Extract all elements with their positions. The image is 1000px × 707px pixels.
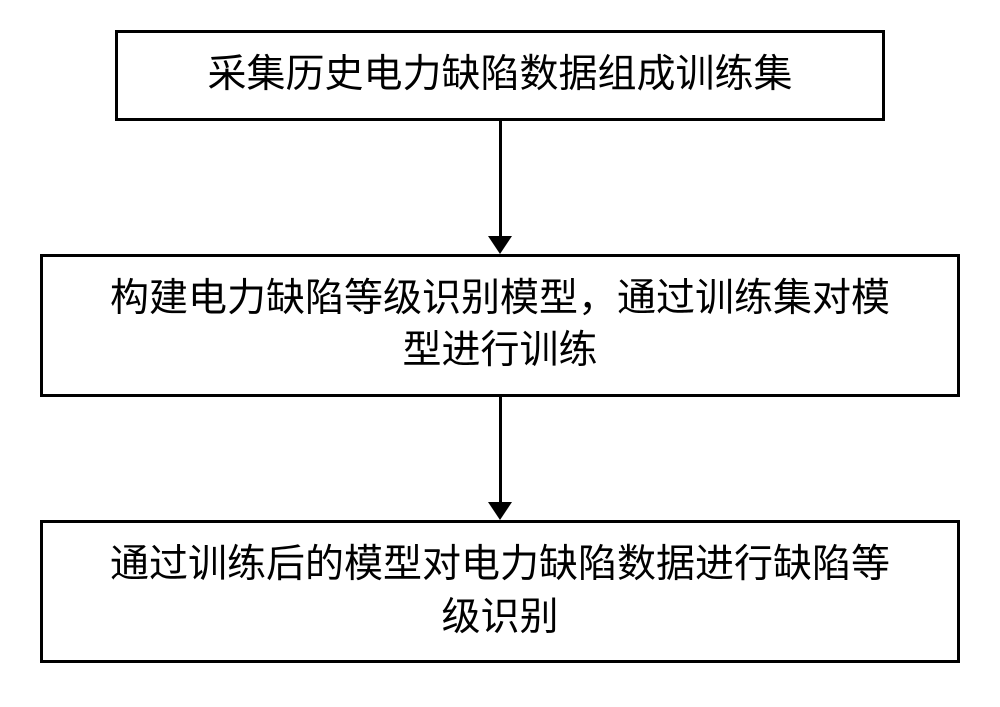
flowchart-node-3: 通过训练后的模型对电力缺陷数据进行缺陷等 级识别 bbox=[40, 520, 960, 663]
flowchart-arrow-2 bbox=[488, 397, 512, 520]
flowchart-node-2: 构建电力缺陷等级识别模型，通过训练集对模 型进行训练 bbox=[40, 254, 960, 397]
node-text-3: 通过训练后的模型对电力缺陷数据进行缺陷等 级识别 bbox=[110, 539, 890, 644]
flowchart-container: 采集历史电力缺陷数据组成训练集 构建电力缺陷等级识别模型，通过训练集对模 型进行… bbox=[0, 30, 1000, 663]
arrow-line-2 bbox=[499, 397, 502, 502]
node-text-1: 采集历史电力缺陷数据组成训练集 bbox=[207, 49, 792, 102]
arrow-head-2 bbox=[488, 502, 512, 520]
arrow-head-1 bbox=[488, 236, 512, 254]
flowchart-node-1: 采集历史电力缺陷数据组成训练集 bbox=[115, 30, 885, 121]
node-text-2: 构建电力缺陷等级识别模型，通过训练集对模 型进行训练 bbox=[110, 273, 890, 378]
arrow-line-1 bbox=[499, 121, 502, 236]
flowchart-arrow-1 bbox=[488, 121, 512, 254]
